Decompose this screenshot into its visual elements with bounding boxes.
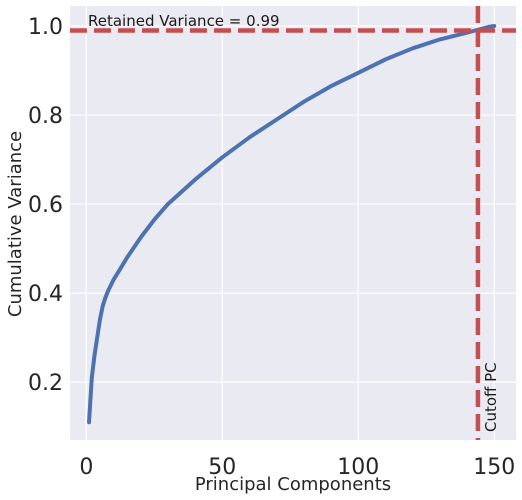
hline-annotation: Retained Variance = 0.99: [88, 12, 280, 30]
reference-lines: [70, 6, 516, 440]
cumulative-variance-line: [87, 24, 497, 425]
x-tick-label: 100: [337, 455, 379, 480]
x-tick-label: 0: [79, 455, 93, 480]
series-layer: [87, 24, 497, 425]
x-tick-label: 50: [208, 455, 236, 480]
y-tick-label: 1.0: [28, 15, 63, 40]
grid: [70, 6, 516, 440]
y-axis-label: Cumulative Variance: [5, 131, 26, 317]
y-tick-label: 0.2: [28, 371, 63, 396]
x-axis-label: Principal Components: [195, 474, 391, 495]
x-tick-label: 150: [473, 455, 515, 480]
tick-labels: 0 50 100 150 0.2 0.4 0.6 0.8 1.0: [28, 15, 515, 480]
y-tick-label: 0.6: [28, 193, 63, 218]
vline-annotation: Cutoff PC: [482, 362, 500, 432]
y-tick-label: 0.4: [28, 282, 63, 307]
plot-background: [70, 6, 516, 440]
y-tick-label: 0.8: [28, 104, 63, 129]
